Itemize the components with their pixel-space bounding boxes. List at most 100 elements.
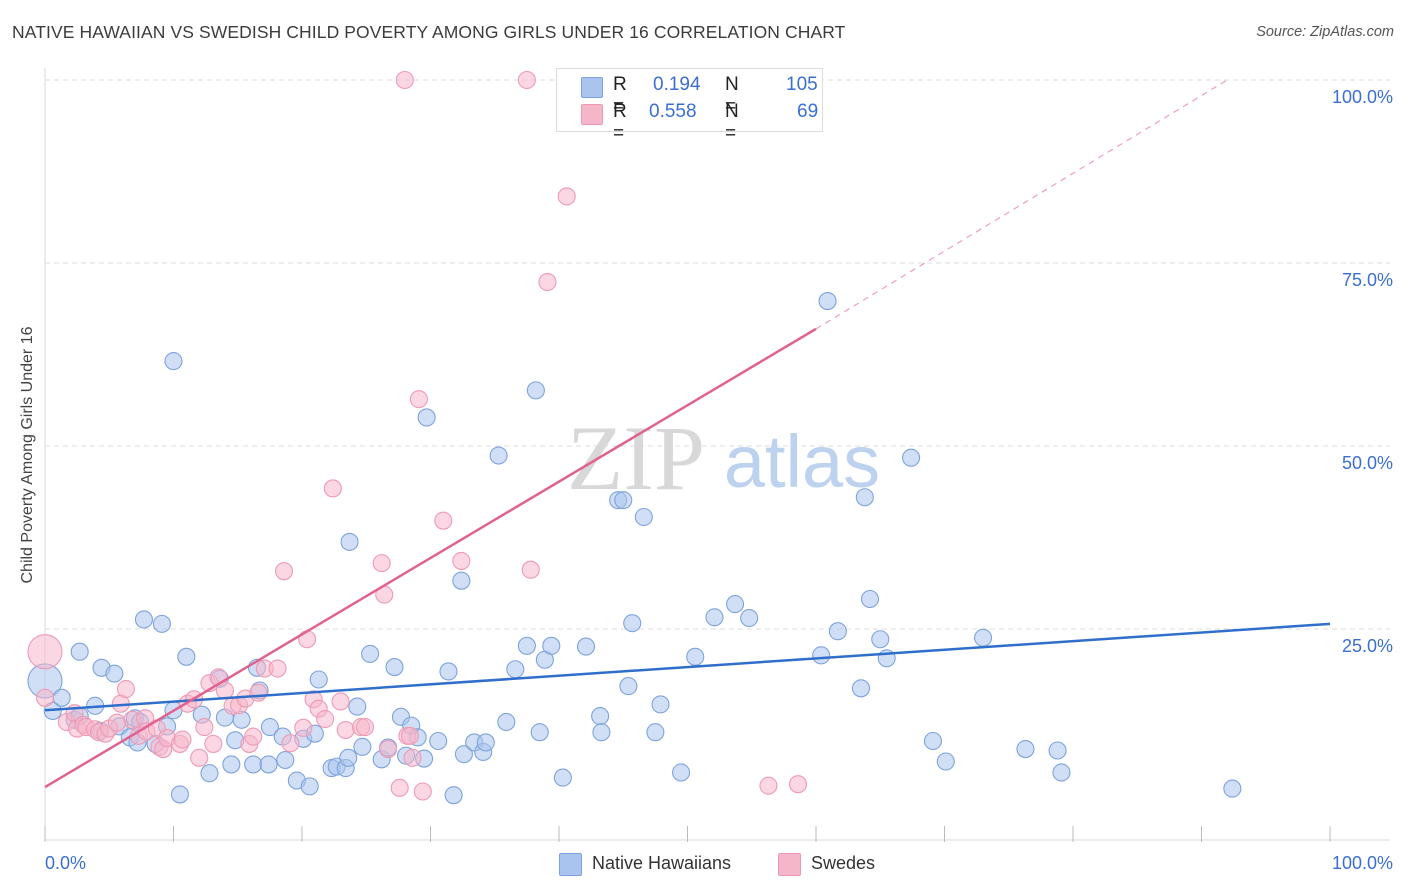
n-value: 105 bbox=[786, 74, 818, 95]
swede-point bbox=[116, 679, 136, 699]
gridlines bbox=[45, 79, 1390, 630]
swede-point bbox=[107, 713, 127, 732]
native-hawaiian-point bbox=[576, 637, 596, 656]
native-hawaiian-point bbox=[923, 731, 942, 751]
swede-point bbox=[759, 776, 778, 795]
native-hawaiian-point bbox=[385, 658, 404, 677]
blue-swatch bbox=[581, 77, 603, 98]
native-hawaiian-point bbox=[353, 737, 372, 756]
swede-point bbox=[294, 718, 313, 737]
stats-legend: R = 0.194 N = 105 R = 0.558 N = 69 bbox=[556, 68, 823, 144]
native-hawaiian-point bbox=[348, 697, 367, 716]
native-hawaiian-point bbox=[222, 755, 241, 774]
native-hawaiian-point bbox=[152, 614, 171, 633]
native-hawaiian-point bbox=[429, 731, 448, 751]
native-hawaiian-point bbox=[52, 688, 71, 707]
native-hawaiian-point bbox=[855, 488, 874, 507]
n-value: 69 bbox=[797, 101, 819, 122]
swede-point bbox=[204, 734, 223, 753]
native-hawaiian-point bbox=[476, 733, 495, 752]
n-label: N = bbox=[725, 101, 739, 144]
native-hawaiian-point bbox=[591, 707, 610, 726]
native-hawaiian-point bbox=[497, 712, 516, 732]
r-label: R = bbox=[613, 74, 627, 117]
native-hawaiian-point bbox=[740, 608, 759, 628]
r-value: 0.194 bbox=[653, 74, 701, 95]
native-hawaiian-point bbox=[244, 755, 263, 774]
native-hawaiian-point bbox=[851, 679, 871, 698]
native-hawaiian-point bbox=[70, 642, 89, 661]
native-hawaiian-point bbox=[828, 622, 847, 641]
swede-point bbox=[434, 511, 453, 530]
trend-lines bbox=[44, 79, 1331, 789]
native-hawaiian-point bbox=[526, 381, 545, 400]
native-hawaiian-point bbox=[517, 636, 536, 655]
swede-point bbox=[35, 688, 55, 707]
swede-point bbox=[195, 718, 214, 737]
native-hawaiian-point bbox=[444, 786, 463, 805]
native-hawaiian-point bbox=[1052, 763, 1071, 782]
native-hawaiian-point bbox=[200, 764, 219, 783]
native-hawaiian-point bbox=[686, 647, 705, 666]
swede-point bbox=[403, 748, 422, 767]
swede-point bbox=[27, 634, 63, 670]
native-hawaiian-point bbox=[361, 644, 380, 663]
swede-point bbox=[452, 551, 471, 570]
source-label: Source: ZipAtlas.com bbox=[1256, 24, 1394, 40]
swede-point bbox=[331, 692, 350, 711]
bottom-legend: Native Hawaiians Swedes bbox=[0, 852, 1406, 878]
swede-point bbox=[190, 748, 209, 767]
swede-point bbox=[336, 720, 355, 740]
native-hawaiian-point bbox=[705, 608, 724, 627]
native-hawaiian-point bbox=[260, 718, 279, 737]
native-hawaiian-point bbox=[1048, 741, 1067, 760]
swede-point bbox=[517, 70, 536, 90]
swede-point bbox=[390, 778, 409, 797]
native-hawaiian-point bbox=[646, 723, 665, 742]
native-hawaiian-point bbox=[454, 745, 473, 764]
swede-point bbox=[788, 775, 808, 794]
watermark-zip: ZIP bbox=[567, 407, 705, 509]
swede-point bbox=[538, 272, 557, 292]
native-hawaiian-point bbox=[339, 748, 358, 767]
native-hawaiian-point bbox=[725, 595, 745, 614]
swede-trendline-extension bbox=[815, 79, 1228, 330]
r-value: 0.558 bbox=[649, 101, 697, 122]
swede-point bbox=[244, 727, 263, 746]
swede-point bbox=[372, 554, 391, 573]
tick-labels: 25.0% 50.0% 75.0% 100.0% 0.0% 100.0% bbox=[45, 87, 1393, 873]
native-hawaiian-point bbox=[902, 448, 921, 467]
legend-label: Native Hawaiians bbox=[592, 853, 732, 873]
pink-swatch bbox=[581, 104, 603, 125]
r-label: R = bbox=[613, 101, 627, 144]
native-hawaiian-point bbox=[619, 677, 638, 696]
native-hawaiian-trendline bbox=[44, 622, 1331, 712]
swede-point bbox=[413, 782, 432, 801]
swede-point bbox=[409, 390, 428, 409]
n-label: N = bbox=[725, 74, 739, 117]
native-hawaiian-point bbox=[300, 777, 319, 796]
native-hawaiian-point bbox=[623, 614, 642, 633]
native-hawaiian-point bbox=[134, 610, 153, 629]
native-hawaiian-point bbox=[936, 752, 955, 771]
native-hawaiian-point bbox=[592, 723, 611, 742]
chart-title: NATIVE HAWAIIAN VS SWEDISH CHILD POVERTY… bbox=[12, 22, 846, 42]
native-hawaiian-point bbox=[614, 491, 633, 510]
native-hawaiian-point bbox=[439, 662, 458, 681]
y-tick-label: 100.0% bbox=[1332, 87, 1393, 107]
swede-point bbox=[521, 560, 540, 579]
native-hawaiian-point bbox=[452, 571, 471, 590]
native-hawaiian-point bbox=[506, 660, 525, 679]
native-hawaiian-point bbox=[818, 292, 837, 311]
native-hawaiian-point bbox=[1016, 739, 1035, 759]
native-hawaiian-point bbox=[164, 352, 183, 371]
native-hawaiian-point bbox=[812, 646, 831, 665]
swede-point bbox=[249, 683, 268, 702]
native-hawaiian-point bbox=[105, 664, 124, 683]
swede-point bbox=[400, 726, 419, 745]
swede-point bbox=[323, 479, 342, 498]
legend-label: Swedes bbox=[811, 853, 876, 873]
swede-point bbox=[281, 734, 300, 753]
swede-point bbox=[557, 187, 576, 206]
x-tick-label: 0.0% bbox=[45, 853, 86, 873]
